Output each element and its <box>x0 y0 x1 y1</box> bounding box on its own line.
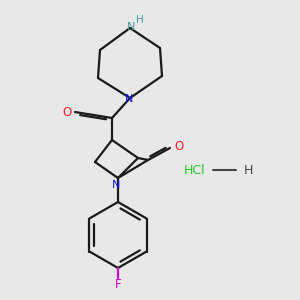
Text: H: H <box>243 164 253 176</box>
Text: N: N <box>112 180 120 190</box>
Text: N: N <box>125 94 133 104</box>
Text: HCl: HCl <box>184 164 206 176</box>
Text: O: O <box>62 106 72 119</box>
Text: N: N <box>127 22 135 32</box>
Text: H: H <box>136 15 144 25</box>
Text: F: F <box>115 278 121 290</box>
Text: O: O <box>174 140 184 154</box>
